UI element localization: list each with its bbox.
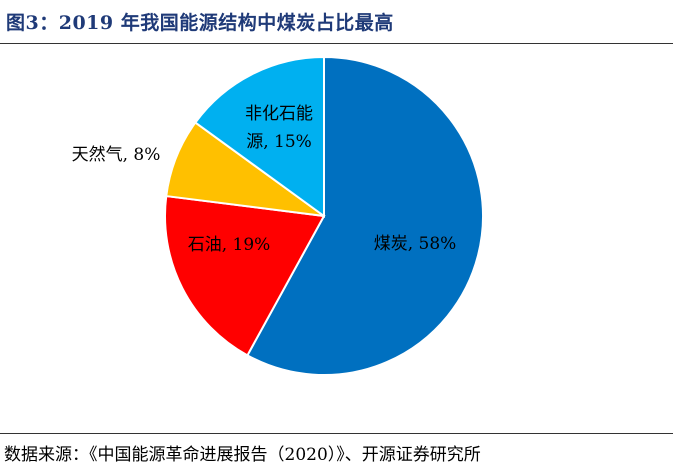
pie-slices <box>163 55 484 376</box>
label-oil: 石油, 19% <box>188 235 271 255</box>
label-non-fossil-line-1: 非化石能 <box>245 104 313 124</box>
pie-chart: 煤炭, 58% 石油, 19% 天然气, 8% 非化石能 源, 15% <box>72 55 484 376</box>
chart-title: 图3：2019 年我国能源结构中煤炭占比最高 <box>6 12 394 34</box>
label-natural-gas: 天然气, 8% <box>72 145 161 165</box>
slice-non-fossil <box>193 55 325 218</box>
label-coal: 煤炭, 58% <box>374 234 457 254</box>
footer-divider <box>0 433 673 434</box>
title-divider <box>0 43 673 44</box>
slice-oil <box>163 194 326 357</box>
slice-coal <box>246 55 484 376</box>
source-note: 数据来源：《中国能源革命进展报告（2020）》、开源证券研究所 <box>4 445 481 465</box>
label-non-fossil-line-2: 源, 15% <box>246 132 312 152</box>
slice-labels: 煤炭, 58% 石油, 19% 天然气, 8% 非化石能 源, 15% <box>72 104 457 255</box>
